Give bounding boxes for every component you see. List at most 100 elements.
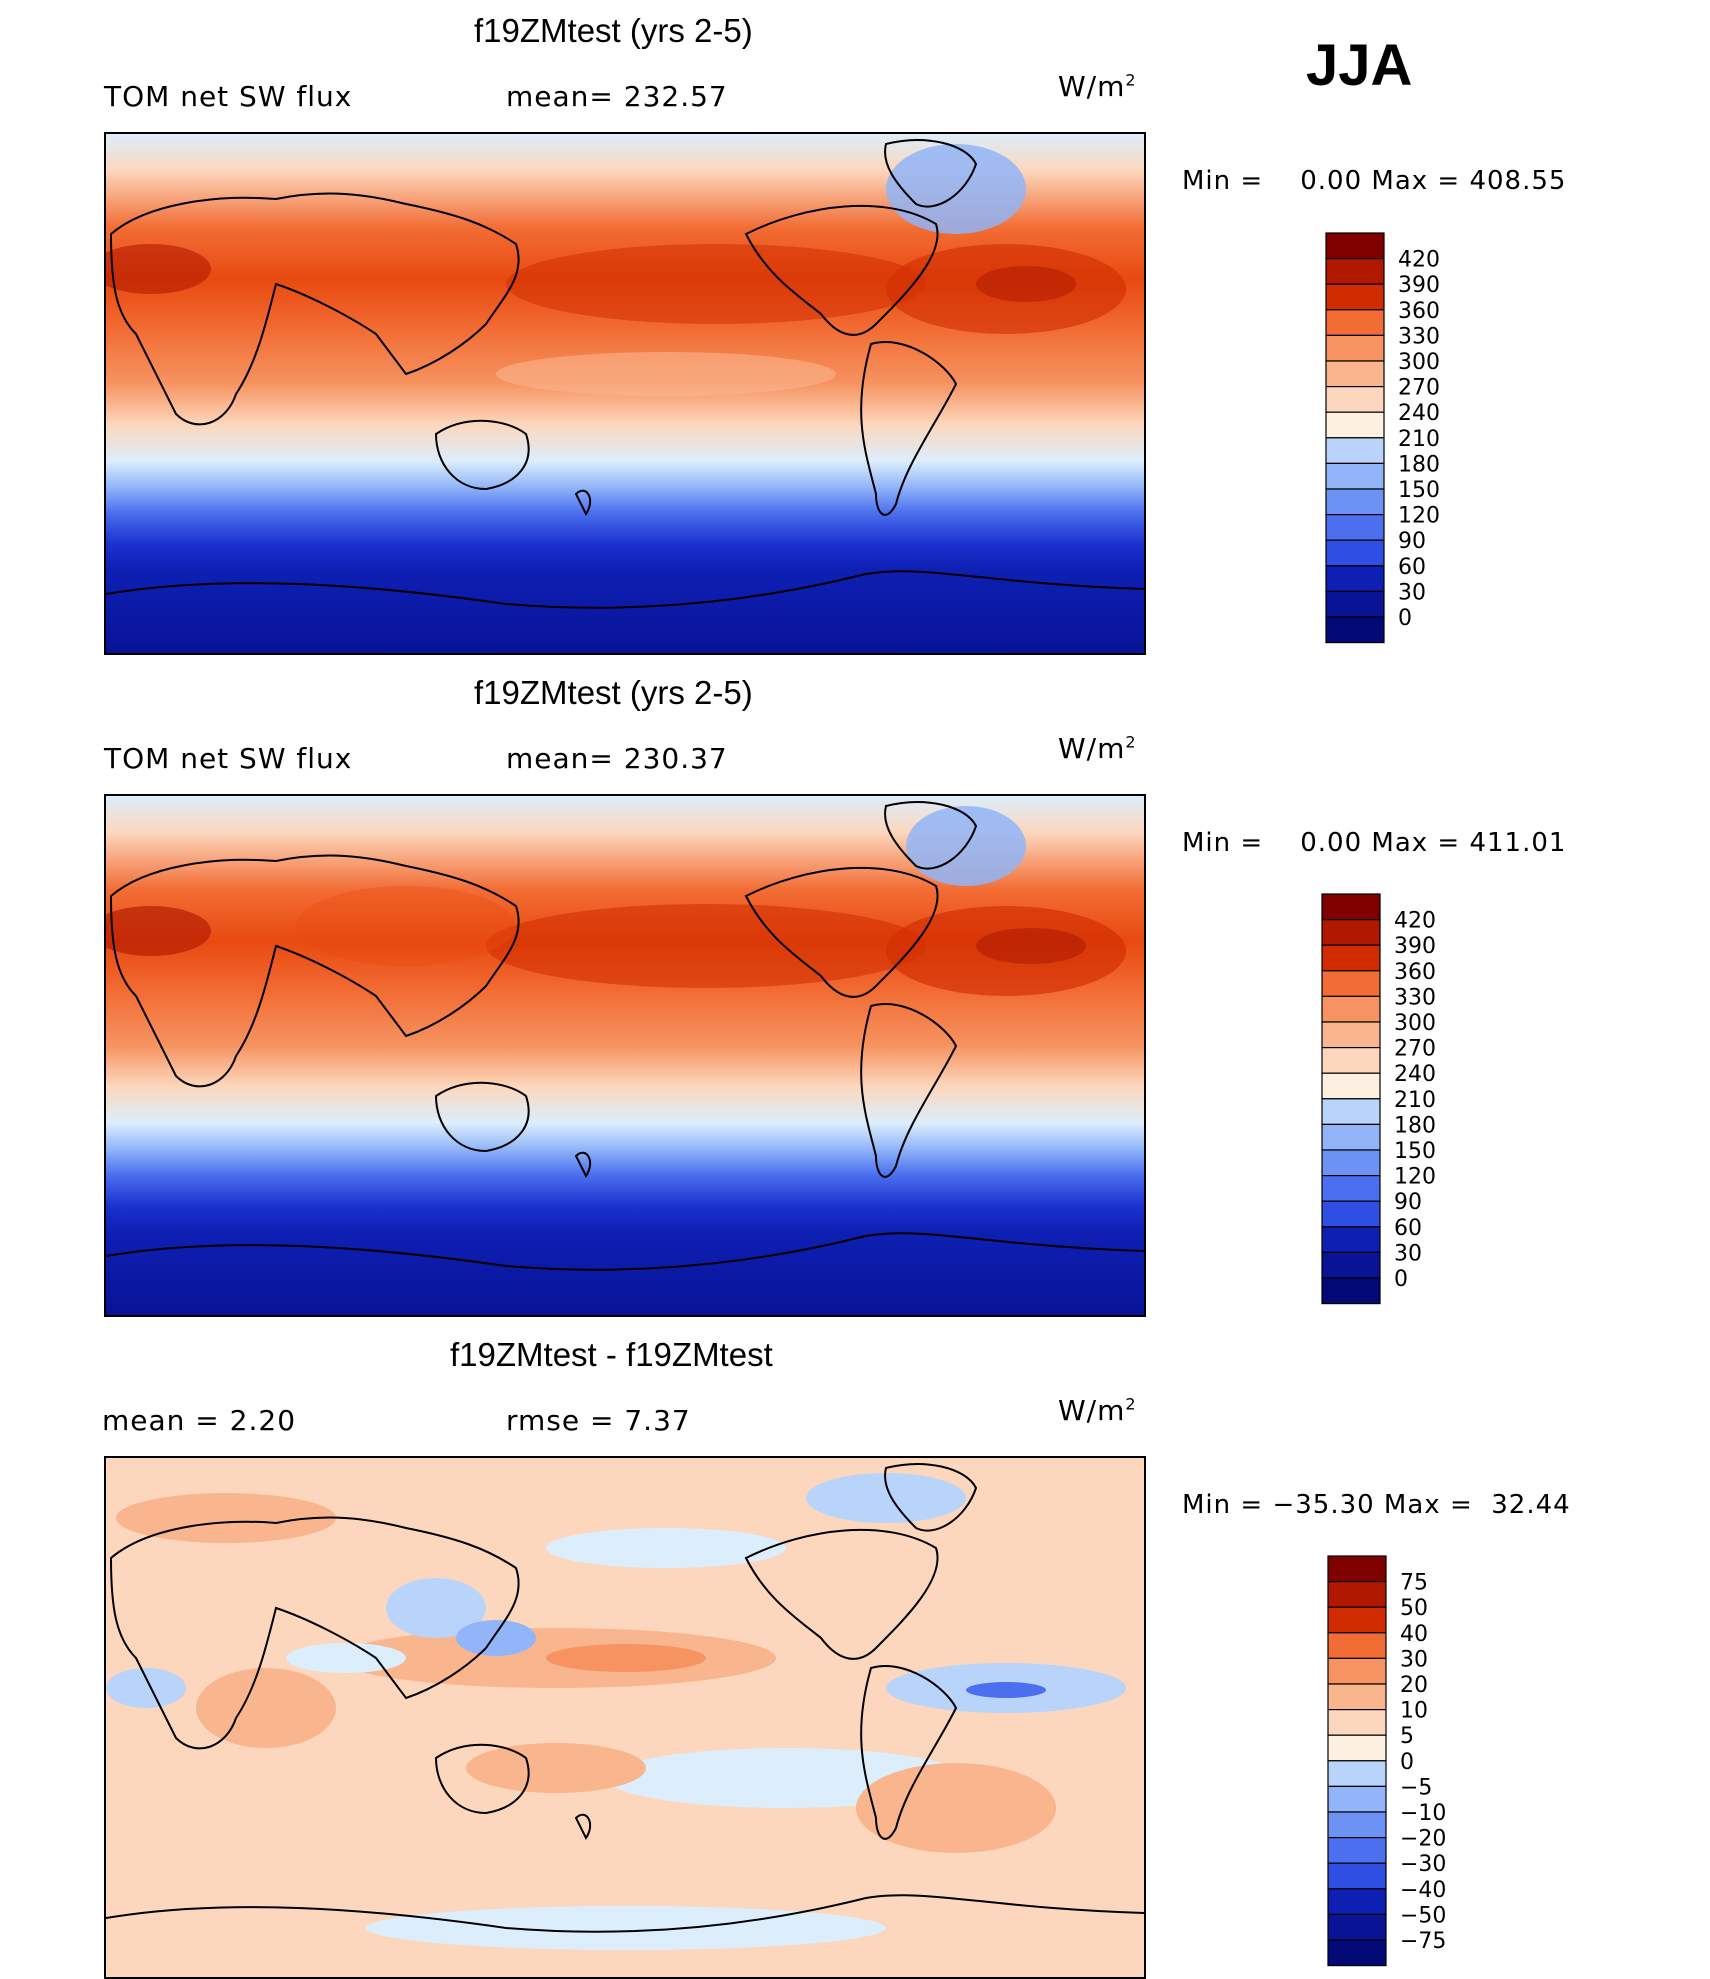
panel3-minmax: Min = −35.30 Max = 32.44 xyxy=(1182,1490,1571,1520)
colorbar-box xyxy=(1327,1683,1387,1711)
colorbar-box xyxy=(1325,462,1385,490)
colorbar-box xyxy=(1327,1606,1387,1634)
colorbar-tick-label: 300 xyxy=(1394,1011,1436,1036)
panel3-title: f19ZMtest - f19ZMtest xyxy=(450,1336,773,1373)
colorbar-box xyxy=(1327,1555,1387,1583)
colorbar-tick-label: 50 xyxy=(1400,1596,1428,1621)
colorbar-tick-label: 0 xyxy=(1400,1750,1414,1775)
colorbar-tick-label: 150 xyxy=(1394,1139,1436,1164)
colorbar-tick-label: −10 xyxy=(1400,1801,1446,1826)
colorbar-tick-label: 300 xyxy=(1398,350,1440,375)
colorbar-tick-label: −40 xyxy=(1400,1878,1446,1903)
panel3-units: W/m2 xyxy=(1058,1394,1137,1427)
colorbar-tick-label: 390 xyxy=(1398,273,1440,298)
colorbar-tick-label: 210 xyxy=(1398,427,1440,452)
panel1-title: f19ZMtest (yrs 2-5) xyxy=(474,12,753,49)
panel2-coastlines xyxy=(106,801,1144,1271)
colorbar-tick-label: 30 xyxy=(1400,1647,1428,1672)
colorbar-tick-label: 150 xyxy=(1398,478,1440,503)
colorbar-box xyxy=(1321,1098,1381,1126)
colorbar-tick-label: 330 xyxy=(1398,324,1440,349)
colorbar-box xyxy=(1325,437,1385,465)
colorbar-box xyxy=(1321,970,1381,998)
colorbar-tick-label: 270 xyxy=(1394,1037,1436,1062)
colorbar-tick-label: 90 xyxy=(1398,529,1426,554)
colorbar-box xyxy=(1325,539,1385,567)
colorbar-tick-label: 360 xyxy=(1394,960,1436,985)
colorbar-box xyxy=(1327,1888,1387,1915)
colorbar-box xyxy=(1325,616,1385,644)
colorbar-tick-label: 240 xyxy=(1394,1062,1436,1087)
colorbar-box xyxy=(1327,1862,1387,1890)
colorbar-box xyxy=(1321,1021,1381,1049)
colorbar-box xyxy=(1325,283,1385,311)
colorbar-box xyxy=(1321,919,1381,946)
colorbar-tick-label: 390 xyxy=(1394,934,1436,959)
colorbar-box xyxy=(1325,590,1385,618)
colorbar-tick-label: 120 xyxy=(1394,1165,1436,1190)
colorbar-box xyxy=(1325,258,1385,285)
colorbar-tick-label: 60 xyxy=(1398,555,1426,580)
colorbar-tick-label: 180 xyxy=(1394,1113,1436,1138)
panel3-coastlines xyxy=(106,1463,1144,1933)
panel1-units: W/m2 xyxy=(1058,70,1137,103)
panel2-units: W/m2 xyxy=(1058,732,1137,765)
colorbar-box xyxy=(1325,334,1385,362)
colorbar-tick-label: 30 xyxy=(1398,580,1426,605)
colorbar-tick-label: 420 xyxy=(1398,248,1440,273)
colorbar-tick-label: 210 xyxy=(1394,1088,1436,1113)
colorbar-box xyxy=(1327,1939,1387,1967)
colorbar-tick-label: 40 xyxy=(1400,1622,1428,1647)
colorbar-box xyxy=(1325,411,1385,439)
colorbar-tick-label: 20 xyxy=(1400,1673,1428,1698)
panel2-colorbar: 420 390 360 330 300 270 240 210 180 150 120 90 60 30 0 xyxy=(1321,893,1482,1306)
panel2-minmax: Min = 0.00 Max = 411.01 xyxy=(1182,828,1567,858)
colorbar-tick-label: −5 xyxy=(1400,1775,1432,1800)
colorbar-box xyxy=(1321,944,1381,972)
panel3-mean: mean = 2.20 xyxy=(102,1404,297,1437)
colorbar-tick-label: −20 xyxy=(1400,1827,1446,1852)
colorbar-tick-label: 120 xyxy=(1398,504,1440,529)
colorbar-tick-label: −75 xyxy=(1400,1929,1446,1954)
colorbar-box xyxy=(1325,309,1385,337)
panel1-variable: TOM net SW flux xyxy=(104,80,353,113)
colorbar-tick-label: 75 xyxy=(1400,1571,1428,1596)
panel2-mean: mean= 230.37 xyxy=(506,742,728,775)
colorbar-box xyxy=(1321,1277,1381,1305)
colorbar-tick-label: 330 xyxy=(1394,985,1436,1010)
colorbar-tick-label: 360 xyxy=(1398,299,1440,324)
colorbar-tick-label: 10 xyxy=(1400,1699,1428,1724)
colorbar-tick-label: 0 xyxy=(1398,606,1412,631)
colorbar-box xyxy=(1321,1072,1381,1100)
colorbar-tick-label: 270 xyxy=(1398,376,1440,401)
colorbar-tick-label: 5 xyxy=(1400,1724,1414,1749)
panel2-map xyxy=(104,794,1146,1317)
colorbar-box xyxy=(1327,1760,1387,1788)
colorbar-box xyxy=(1327,1581,1387,1608)
colorbar-box xyxy=(1327,1785,1387,1813)
colorbar-box xyxy=(1321,1047,1381,1074)
colorbar-tick-label: 240 xyxy=(1398,401,1440,426)
colorbar-box xyxy=(1325,232,1385,260)
colorbar-box xyxy=(1327,1709,1387,1736)
colorbar-box xyxy=(1327,1811,1387,1839)
colorbar-box xyxy=(1325,565,1385,592)
colorbar-box xyxy=(1327,1657,1387,1685)
colorbar-box xyxy=(1325,514,1385,541)
colorbar-tick-label: 180 xyxy=(1398,452,1440,477)
panel2-variable: TOM net SW flux xyxy=(104,742,353,775)
colorbar-tick-label: 420 xyxy=(1394,909,1436,934)
colorbar-tick-label: 30 xyxy=(1394,1241,1422,1266)
panel1-colorbar: 420 390 360 330 300 270 240 210 180 150 120 90 60 30 0 xyxy=(1325,232,1486,645)
colorbar-tick-label: 0 xyxy=(1394,1267,1408,1292)
colorbar-tick-label: 60 xyxy=(1394,1216,1422,1241)
colorbar-tick-label: −50 xyxy=(1400,1903,1446,1928)
panel1-map xyxy=(104,132,1146,655)
colorbar-box xyxy=(1327,1837,1387,1864)
colorbar-box xyxy=(1325,360,1385,388)
colorbar-box xyxy=(1321,1251,1381,1279)
season-label: JJA xyxy=(1306,33,1413,98)
